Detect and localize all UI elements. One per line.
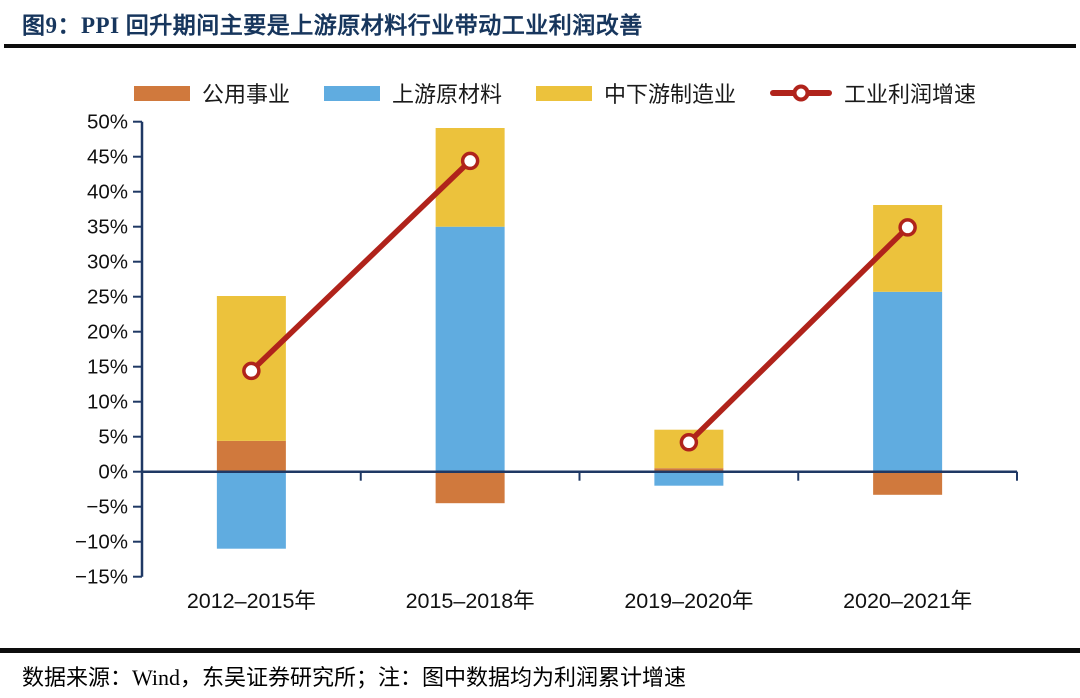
source-note: 数据来源：Wind，东吴证券研究所；注：图中数据均为利润累计增速 xyxy=(22,665,686,690)
figure-title: 图9：PPI 回升期间主要是上游原材料行业带动工业利润改善 xyxy=(22,13,643,38)
svg-text:35%: 35% xyxy=(87,216,128,239)
svg-text:30%: 30% xyxy=(87,251,128,274)
svg-text:40%: 40% xyxy=(87,181,128,204)
svg-text:−10%: −10% xyxy=(75,531,128,554)
line-marker-dot xyxy=(792,84,810,102)
legend-item-manufacturing: 中下游制造业 xyxy=(536,77,736,109)
y-axis: 50% 45% 40% 35% 30% 25% 20% 15% 10% 5% 0% −5% −10% −1… xyxy=(75,111,144,589)
legend-label-materials: 上游原材料 xyxy=(392,82,503,107)
legend-item-materials: 上游原材料 xyxy=(324,77,502,109)
svg-text:15%: 15% xyxy=(87,356,128,379)
svg-text:−5%: −5% xyxy=(86,496,128,519)
svg-text:2015–2018年: 2015–2018年 xyxy=(406,589,535,613)
svg-text:2020–2021年: 2020–2021年 xyxy=(843,589,972,613)
svg-text:45%: 45% xyxy=(87,146,128,169)
profit-growth-line xyxy=(242,151,917,452)
line-marker-icon xyxy=(770,84,833,102)
title-divider xyxy=(4,44,1076,48)
legend-item-profit-growth: 工业利润增速 xyxy=(770,77,976,109)
svg-text:0%: 0% xyxy=(98,461,128,484)
svg-text:−15%: −15% xyxy=(75,566,128,589)
stacked-bars xyxy=(216,128,943,549)
x-axis xyxy=(142,470,1018,481)
svg-text:50%: 50% xyxy=(87,111,128,134)
svg-text:25%: 25% xyxy=(87,286,128,309)
utilities-swatch-icon xyxy=(134,85,190,101)
profit-growth-chart: 50% 45% 40% 35% 30% 25% 20% 15% 10% 5% 0% −5% −10% −1… xyxy=(75,111,1018,613)
materials-swatch-icon xyxy=(324,85,381,101)
svg-text:5%: 5% xyxy=(98,426,128,449)
footer-divider xyxy=(0,648,1080,653)
svg-text:2019–2020年: 2019–2020年 xyxy=(624,589,753,613)
chart-plot-area: 50% 45% 40% 35% 30% 25% 20% 15% 10% 5% 0% −5% −10% −1… xyxy=(0,105,1080,645)
svg-text:20%: 20% xyxy=(87,321,128,344)
svg-text:2012–2015年: 2012–2015年 xyxy=(187,589,316,613)
svg-text:10%: 10% xyxy=(87,391,128,414)
manufacturing-swatch-icon xyxy=(536,85,593,101)
legend-label-profit-growth: 工业利润增速 xyxy=(844,82,977,107)
x-axis-labels: 2012–2015年 2015–2018年 2019–2020年 2020–2021年 xyxy=(187,589,972,613)
legend-label-manufacturing: 中下游制造业 xyxy=(604,82,737,107)
chart-legend: 公用事业 上游原材料 中下游制造业 工业利润增速 xyxy=(134,77,976,109)
legend-label-utilities: 公用事业 xyxy=(202,82,291,107)
legend-item-utilities: 公用事业 xyxy=(134,77,290,109)
